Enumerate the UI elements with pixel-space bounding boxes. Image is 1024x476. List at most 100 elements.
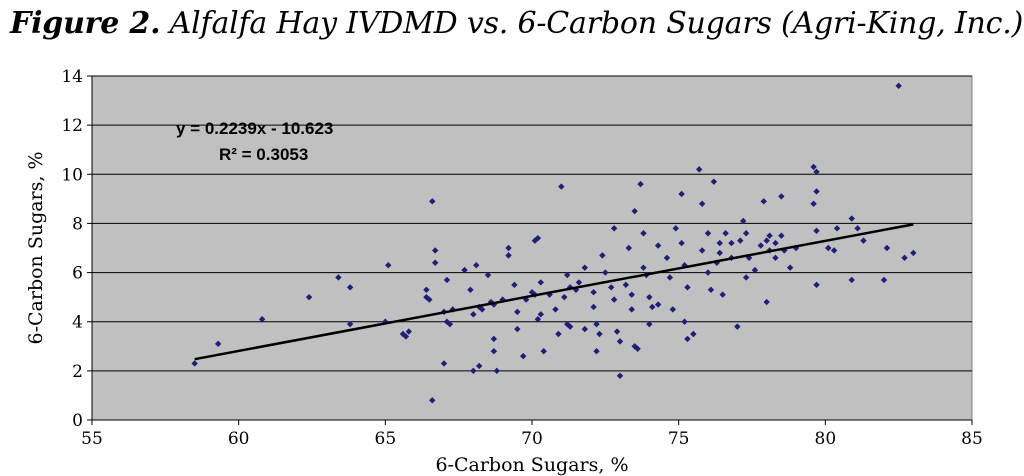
- data-point: [423, 286, 430, 293]
- y-tick-label: 0: [72, 411, 83, 431]
- data-point: [564, 320, 571, 328]
- figure-title-rest: Alfalfa Hay IVDMD vs. 6-Carbon Sugars (A…: [160, 6, 1024, 41]
- data-point: [810, 163, 817, 171]
- data-point: [520, 352, 527, 360]
- data-point: [537, 311, 544, 318]
- trendline: [194, 223, 914, 361]
- data-point: [552, 306, 559, 313]
- data-point: [346, 284, 354, 291]
- data-point: [461, 266, 468, 274]
- x-tick-label: 85: [961, 429, 983, 449]
- data-point: [830, 247, 838, 254]
- data-point: [772, 254, 779, 262]
- data-point: [470, 367, 477, 375]
- figure-title-lead: Figure 2.: [10, 6, 161, 41]
- data-point: [432, 259, 439, 266]
- data-point: [833, 225, 841, 232]
- data-point: [555, 330, 562, 338]
- data-point: [622, 281, 630, 289]
- data-point: [625, 244, 632, 252]
- data-point: [654, 301, 662, 308]
- data-point: [813, 281, 820, 289]
- x-tick-label: 60: [228, 429, 250, 449]
- data-point: [716, 239, 723, 247]
- data-point: [704, 269, 712, 276]
- data-point: [707, 286, 715, 293]
- data-point: [405, 328, 412, 335]
- data-point: [429, 397, 436, 404]
- data-point: [672, 225, 679, 232]
- data-point: [666, 274, 674, 281]
- data-point: [654, 242, 662, 249]
- x-tick-label: 80: [815, 429, 837, 449]
- data-point: [593, 348, 600, 355]
- data-point: [742, 274, 750, 281]
- data-point: [214, 340, 222, 348]
- data-point: [646, 320, 653, 328]
- data-point: [402, 333, 410, 340]
- data-point: [778, 193, 785, 200]
- data-points: [191, 82, 917, 404]
- figure-title: Figure 2. Alfalfa Hay IVDMD vs. 6-Carbon…: [10, 6, 1024, 41]
- data-point: [467, 286, 474, 293]
- y-tick-label: 8: [72, 214, 83, 234]
- data-point: [778, 232, 785, 239]
- data-point: [810, 200, 817, 207]
- data-point: [781, 247, 788, 254]
- data-point: [602, 269, 609, 276]
- data-point: [901, 254, 908, 262]
- y-axis-ticks: 0 2 4 6 8 10 12 14: [61, 67, 93, 431]
- data-point: [608, 284, 615, 291]
- data-point: [710, 178, 718, 185]
- data-point: [813, 168, 820, 176]
- data-point: [561, 293, 568, 301]
- data-point: [728, 239, 735, 247]
- data-point: [713, 259, 720, 266]
- y-tick-label: 12: [61, 116, 83, 136]
- data-point: [880, 276, 888, 284]
- data-point: [258, 316, 266, 323]
- data-point: [678, 239, 685, 247]
- data-point: [649, 303, 656, 311]
- data-point: [757, 242, 764, 249]
- data-point: [719, 291, 726, 298]
- data-point: [722, 230, 729, 237]
- data-point: [534, 234, 542, 242]
- data-point: [690, 330, 697, 338]
- data-point: [698, 200, 706, 207]
- data-point: [540, 348, 547, 355]
- data-point: [772, 239, 779, 247]
- y-tick-label: 10: [61, 165, 83, 185]
- data-point: [511, 281, 518, 289]
- data-point: [631, 207, 638, 215]
- data-point: [786, 264, 794, 271]
- data-point: [637, 180, 644, 188]
- data-point: [740, 217, 747, 225]
- data-point: [505, 252, 512, 259]
- data-point: [484, 271, 492, 279]
- data-point: [566, 323, 574, 330]
- data-point: [613, 328, 621, 335]
- data-point: [490, 348, 498, 355]
- data-point: [514, 308, 521, 316]
- data-point: [616, 338, 624, 345]
- data-point: [910, 249, 917, 257]
- data-point: [628, 306, 635, 313]
- trendline-equation: y = 0.2239x - 10.623: [176, 119, 333, 138]
- data-point: [305, 293, 313, 301]
- y-tick-label: 6: [72, 264, 83, 284]
- data-point: [446, 320, 454, 328]
- data-point: [599, 252, 606, 259]
- data-point: [335, 274, 342, 281]
- y-tick-label: 4: [72, 313, 83, 333]
- data-point: [432, 247, 439, 254]
- data-point: [443, 276, 451, 284]
- data-point: [678, 190, 685, 198]
- data-point: [590, 303, 597, 311]
- data-point: [537, 279, 544, 286]
- data-point: [763, 298, 770, 306]
- data-point: [763, 237, 770, 244]
- data-point: [470, 311, 477, 318]
- data-point: [860, 237, 867, 244]
- data-point: [505, 244, 512, 252]
